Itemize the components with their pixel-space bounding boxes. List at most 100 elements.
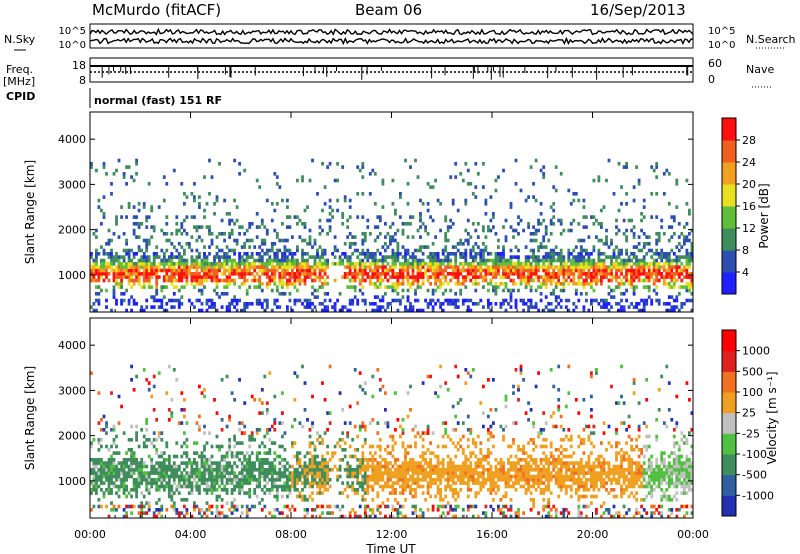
heatmap-cell	[270, 424, 274, 429]
heatmap-cell	[142, 478, 146, 482]
heatmap-cell	[444, 381, 448, 385]
heatmap-cell	[225, 481, 229, 485]
heatmap-cell	[504, 298, 508, 303]
heatmap-cell	[122, 461, 126, 465]
heatmap-cell	[567, 282, 571, 286]
heatmap-cell	[426, 424, 430, 429]
heatmap-cell	[323, 305, 327, 309]
heatmap-cell	[471, 248, 475, 253]
heatmap-cell	[489, 282, 493, 286]
heatmap-cell	[645, 272, 649, 276]
heatmap-cell	[507, 265, 510, 269]
heatmap-cell	[597, 238, 601, 243]
heatmap-cell	[552, 278, 556, 283]
heatmap-cell	[162, 458, 166, 462]
heatmap-cell	[175, 255, 179, 259]
heatmap-cell	[635, 255, 638, 259]
heatmap-cell	[230, 258, 234, 263]
heatmap-cell	[544, 268, 548, 273]
heatmap-cell	[667, 268, 671, 273]
heatmap-cell	[190, 275, 194, 279]
heatmap-cell	[200, 258, 204, 263]
heatmap-cell	[378, 215, 382, 219]
heatmap-cell	[384, 471, 387, 475]
heatmap-cell	[223, 454, 226, 459]
heatmap-cell	[466, 218, 470, 223]
heatmap-cell	[100, 288, 103, 293]
heatmap-cell	[567, 248, 571, 253]
heatmap-cell	[140, 222, 144, 226]
heatmap-cell	[112, 288, 116, 293]
heatmap-cell	[416, 258, 420, 263]
heatmap-cell	[363, 478, 367, 482]
heatmap-cell	[112, 468, 116, 472]
heatmap-cell	[243, 464, 247, 469]
heatmap-cell	[318, 478, 322, 482]
heatmap-cell	[373, 202, 377, 206]
heatmap-cell	[341, 458, 345, 462]
heatmap-cell	[469, 265, 473, 269]
heatmap-cell	[233, 454, 236, 459]
heatmap-cell	[270, 474, 274, 479]
heatmap-cell	[426, 461, 430, 465]
heatmap-cell	[155, 451, 159, 455]
heatmap-cell	[205, 478, 209, 482]
heatmap-cell	[170, 474, 174, 479]
heatmap-cell	[238, 441, 241, 445]
heatmap-cell	[652, 268, 656, 273]
heatmap-cell	[321, 468, 324, 472]
y-tick-label: 3000	[58, 178, 86, 191]
heatmap-cell	[579, 252, 583, 256]
heatmap-cell	[183, 498, 186, 502]
heatmap-cell	[321, 208, 324, 213]
heatmap-cell	[396, 278, 400, 283]
heatmap-cell	[456, 474, 460, 479]
heatmap-cell	[406, 308, 410, 313]
heatmap-cell	[414, 424, 417, 429]
heatmap-cell	[220, 478, 224, 482]
heatmap-cell	[564, 272, 568, 276]
heatmap-cell	[100, 481, 103, 485]
heatmap-cell	[160, 481, 164, 485]
heatmap-cell	[504, 258, 508, 263]
heatmap-cell	[296, 298, 299, 303]
heatmap-cell	[323, 298, 327, 303]
heatmap-cell	[225, 471, 229, 475]
heatmap-cell	[579, 292, 583, 296]
heatmap-cell	[394, 288, 397, 293]
heatmap-cell	[509, 295, 513, 299]
heatmap-cell	[240, 468, 244, 472]
heatmap-cell	[243, 478, 247, 482]
heatmap-cell	[378, 278, 382, 283]
heatmap-cell	[414, 434, 417, 439]
heatmap-cell	[627, 278, 631, 283]
heatmap-cell	[296, 474, 299, 479]
heatmap-cell	[215, 478, 219, 482]
heatmap-cell	[414, 508, 417, 512]
heatmap-cell	[245, 511, 249, 515]
heatmap-cell	[225, 454, 229, 459]
heatmap-cell	[346, 262, 350, 266]
heatmap-cell	[150, 235, 154, 239]
nsky-traces	[89, 27, 694, 46]
heatmap-cell	[411, 258, 415, 263]
heatmap-cell	[399, 215, 402, 219]
heatmap-cell	[110, 258, 113, 263]
heatmap-cell	[409, 165, 412, 169]
heatmap-cell	[502, 258, 505, 263]
heatmap-cell	[670, 295, 674, 299]
heatmap-cell	[592, 258, 596, 263]
heatmap-cell	[381, 268, 385, 273]
heatmap-cell	[627, 218, 631, 223]
heatmap-cell	[125, 514, 128, 519]
heatmap-cell	[502, 298, 505, 303]
heatmap-cell	[117, 394, 121, 399]
heatmap-cell	[672, 265, 676, 269]
heatmap-cell	[255, 481, 259, 485]
heatmap-cell	[215, 411, 219, 415]
heatmap-cell	[230, 302, 234, 306]
heatmap-cell	[167, 491, 171, 495]
heatmap-cell	[567, 252, 571, 256]
heatmap-cell	[323, 398, 327, 402]
heatmap-cell	[635, 275, 638, 279]
